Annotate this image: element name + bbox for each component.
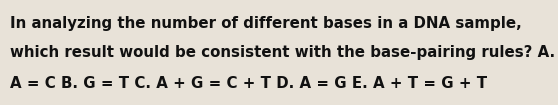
Text: A = C B. G = T C. A + G = C + T D. A = G E. A + T = G + T: A = C B. G = T C. A + G = C + T D. A = G… bbox=[10, 77, 487, 91]
Text: which result would be consistent with the base-pairing rules? A.: which result would be consistent with th… bbox=[10, 45, 555, 60]
Text: In analyzing the number of different bases in a DNA sample,: In analyzing the number of different bas… bbox=[10, 16, 522, 31]
